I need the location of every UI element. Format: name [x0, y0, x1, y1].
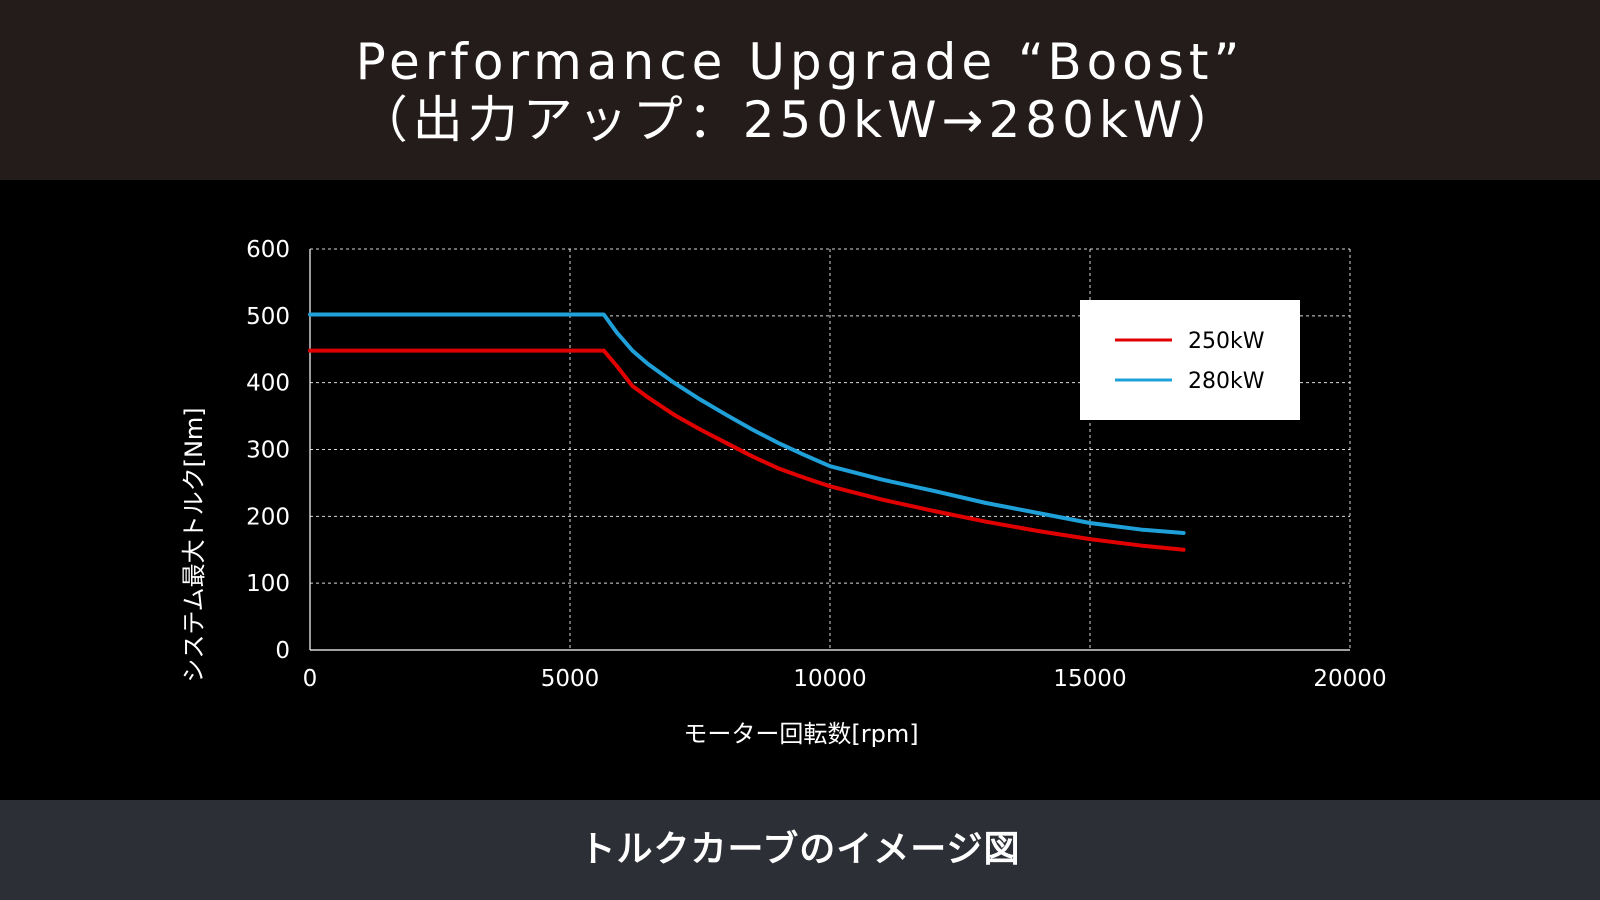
- y-tick-label: 0: [275, 638, 290, 664]
- footer-caption: トルクカーブのイメージ図: [579, 829, 1021, 870]
- x-tick-label: 15000: [1053, 666, 1126, 692]
- x-axis-label: モーター回転数[rpm]: [683, 720, 918, 748]
- chart-area: 0 100 200 300 400 500 600 0 5000 10000 15000 20000 …: [0, 180, 1600, 800]
- header-bar: Performance Upgrade “Boost” （出力アップ：250kW…: [0, 0, 1600, 180]
- y-tick-label: 300: [246, 438, 290, 464]
- tick-layer: 0 100 200 300 400 500 600 0 5000 10000 15000 20000: [246, 237, 1386, 692]
- series-line-250kw: [308, 348, 1186, 552]
- y-axis-label: システム最大トルク[Nm]: [180, 407, 208, 682]
- legend-box: [1080, 300, 1300, 420]
- series-line-280kw: [308, 312, 1186, 535]
- x-tick-label: 10000: [793, 666, 866, 692]
- x-tick-label: 0: [303, 666, 318, 692]
- y-tick-label: 200: [246, 504, 290, 530]
- x-tick-label: 20000: [1313, 666, 1386, 692]
- y-tick-label: 500: [246, 304, 290, 330]
- page-title: Performance Upgrade “Boost”: [355, 33, 1245, 91]
- legend-label-280kw: 280kW: [1188, 369, 1265, 394]
- legend-label-250kw: 250kW: [1188, 329, 1265, 354]
- footer-bar: トルクカーブのイメージ図: [0, 800, 1600, 900]
- y-tick-label: 100: [246, 571, 290, 597]
- legend: 250kW 280kW: [1080, 300, 1300, 420]
- x-tick-label: 5000: [541, 666, 600, 692]
- y-tick-label: 400: [246, 371, 290, 397]
- series-layer: [308, 312, 1186, 552]
- y-tick-label: 600: [246, 237, 290, 263]
- page-subtitle: （出力アップ：250kW→280kW）: [357, 91, 1243, 149]
